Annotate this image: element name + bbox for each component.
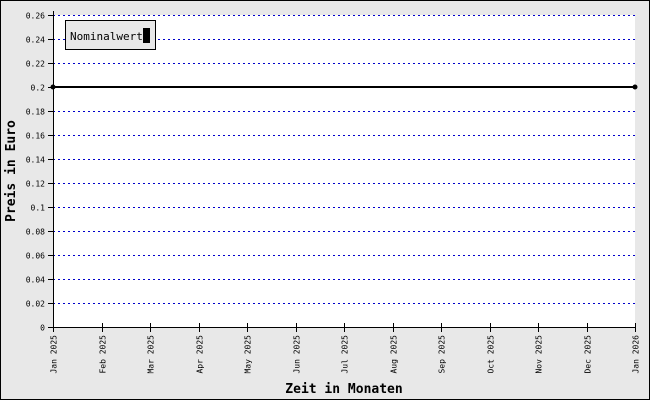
- y-tick-label: 0.18: [26, 108, 45, 117]
- x-axis-label: Zeit in Monaten: [285, 382, 402, 397]
- data-point: [632, 84, 638, 90]
- legend-box: [65, 20, 156, 50]
- y-tick-label: 0.14: [26, 156, 45, 165]
- x-tick-label: Sep 2025: [438, 335, 447, 374]
- y-tick-label: 0.2: [31, 84, 46, 93]
- legend-swatch: [143, 28, 150, 43]
- y-tick-label: 0.22: [26, 60, 45, 69]
- x-tick-label: Apr 2025: [196, 335, 205, 374]
- x-tick-label: Oct 2025: [487, 335, 496, 374]
- x-tick-label: Nov 2025: [535, 335, 544, 374]
- x-tick-label: Jan 2026: [632, 335, 641, 374]
- y-tick-label: 0.26: [26, 12, 45, 21]
- y-tick-label: 0.16: [26, 132, 45, 141]
- x-tick-label: Jan 2025: [50, 335, 59, 374]
- x-tick-label: Jul 2025: [341, 335, 350, 374]
- y-tick-label: 0.08: [26, 228, 45, 237]
- y-tick-label: 0: [40, 324, 45, 333]
- x-tick-label: Aug 2025: [390, 335, 399, 374]
- y-tick-label: 0.02: [26, 300, 45, 309]
- data-point: [50, 84, 56, 90]
- y-tick-label: 0.1: [31, 204, 46, 213]
- y-tick-label: 0.12: [26, 180, 45, 189]
- x-tick-label: Mar 2025: [147, 335, 156, 374]
- x-tick-label: Dec 2025: [584, 335, 593, 374]
- y-axis-label: Preis in Euro: [4, 120, 19, 222]
- x-tick-label: Feb 2025: [99, 335, 108, 374]
- legend-label: Nominalwert: [70, 30, 143, 43]
- plot-area: [53, 15, 635, 327]
- x-tick-label: May 2025: [244, 335, 253, 374]
- y-tick-label: 0.24: [26, 36, 45, 45]
- y-tick-label: 0.06: [26, 252, 45, 261]
- legend: Nominalwert: [65, 20, 156, 50]
- y-tick-label: 0.04: [26, 276, 45, 285]
- x-tick-label: Jun 2025: [293, 335, 302, 374]
